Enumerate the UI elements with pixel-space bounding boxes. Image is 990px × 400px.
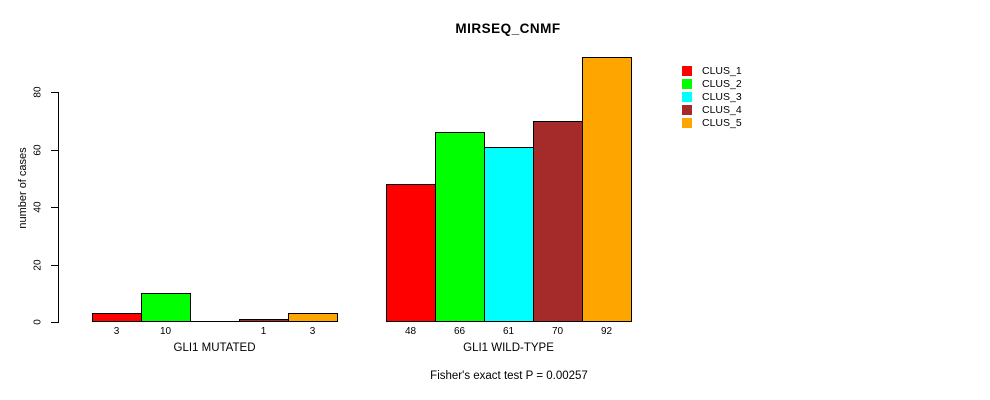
bar-clus_1-gli1-mutated [92, 313, 142, 322]
bar-clus_1-gli1-wild-type [386, 184, 436, 322]
legend-item-clus_2: CLUS_2 [682, 77, 742, 90]
bar-value-label: 10 [159, 326, 172, 337]
bar-clus_5-gli1-wild-type [582, 57, 632, 322]
bar-clus_3-gli1-wild-type [484, 147, 534, 322]
y-axis-line [58, 92, 59, 323]
bar-value-label: 61 [502, 326, 515, 337]
y-axis-label: number of cases [17, 147, 29, 229]
chart-title: MIRSEQ_CNMF [455, 21, 561, 36]
bar-value-label: 70 [551, 326, 564, 337]
y-tick-label: 40 [32, 201, 44, 213]
legend-swatch [682, 104, 692, 115]
bar-clus_2-gli1-wild-type [435, 132, 485, 322]
legend-swatch [682, 78, 692, 89]
legend-swatch [682, 117, 692, 128]
legend-label: CLUS_1 [702, 64, 742, 77]
bar-clus_4-gli1-wild-type [533, 121, 583, 322]
legend: CLUS_1 CLUS_2 CLUS_3 CLUS_4 CLUS_5 [682, 64, 742, 129]
y-tick [51, 149, 58, 151]
bar-value-label: 92 [600, 326, 613, 337]
bar-clus_2-gli1-mutated [141, 293, 191, 322]
y-tick [51, 207, 58, 208]
bar-clus_3-gli1-mutated [190, 321, 239, 322]
group-label: GLI1 MUTATED [173, 342, 256, 354]
bar-value-label: 66 [453, 326, 466, 337]
y-tick-label: 80 [32, 86, 44, 98]
legend-item-clus_4: CLUS_4 [682, 103, 742, 116]
caption: Fisher's exact test P = 0.00257 [430, 370, 588, 382]
y-tick [51, 92, 58, 93]
bar-clus_4-gli1-mutated [239, 319, 289, 322]
bar-value-label: 1 [260, 326, 267, 337]
legend-label: CLUS_5 [702, 116, 742, 129]
legend-label: CLUS_3 [702, 90, 742, 103]
legend-label: CLUS_4 [702, 103, 742, 116]
y-tick-label: 60 [32, 143, 44, 156]
legend-item-clus_1: CLUS_1 [682, 64, 742, 77]
legend-item-clus_3: CLUS_3 [682, 90, 742, 103]
bar-value-label: 3 [113, 326, 120, 337]
y-tick [51, 322, 58, 323]
legend-swatch [682, 65, 692, 76]
bar-clus_5-gli1-mutated [288, 313, 338, 322]
y-tick [51, 264, 58, 266]
legend-swatch [682, 91, 692, 102]
bar-value-label: 3 [309, 326, 316, 337]
legend-label: CLUS_2 [702, 77, 742, 90]
legend-item-clus_5: CLUS_5 [682, 116, 742, 129]
y-tick-label: 0 [32, 319, 44, 325]
group-label: GLI1 WILD-TYPE [463, 342, 554, 354]
bar-value-label: 48 [404, 326, 417, 337]
y-tick-label: 20 [32, 258, 44, 271]
